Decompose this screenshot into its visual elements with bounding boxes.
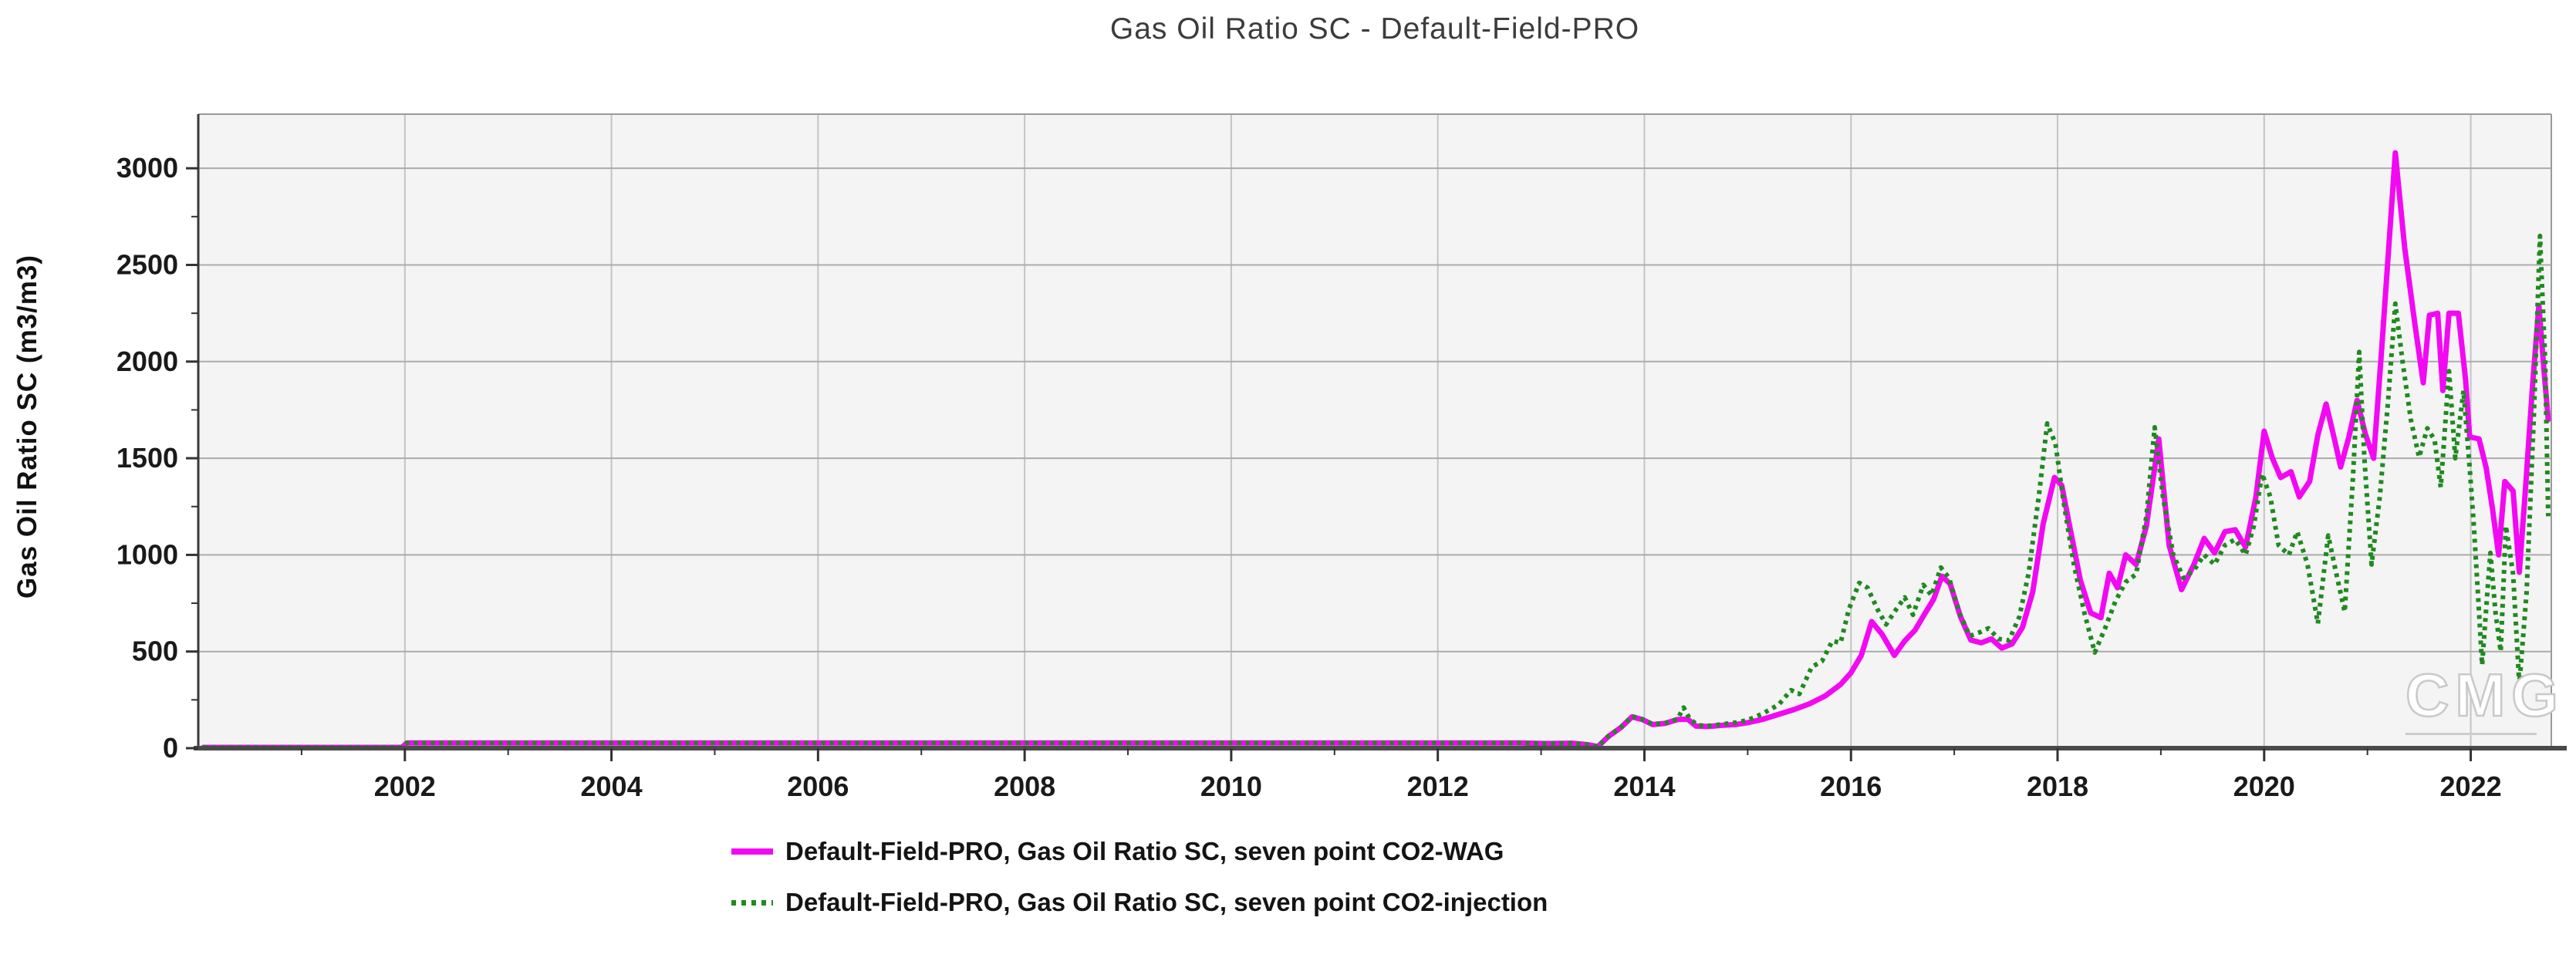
y-tick-label: 3000 bbox=[116, 152, 178, 184]
legend-item-co2-wag: Default-Field-PRO, Gas Oil Ratio SC, sev… bbox=[731, 831, 1548, 872]
legend-swatch-co2-wag bbox=[731, 848, 773, 855]
legend-label-co2-wag: Default-Field-PRO, Gas Oil Ratio SC, sev… bbox=[785, 837, 1504, 865]
plot-background bbox=[198, 114, 2551, 748]
legend-item-co2-injection: Default-Field-PRO, Gas Oil Ratio SC, sev… bbox=[731, 882, 1548, 922]
y-tick-label: 2000 bbox=[116, 346, 178, 377]
x-tick-label: 2018 bbox=[2027, 771, 2088, 802]
x-tick-label: 2014 bbox=[1613, 771, 1675, 802]
legend: Default-Field-PRO, Gas Oil Ratio SC, sev… bbox=[731, 831, 1548, 922]
y-tick-label: 500 bbox=[132, 636, 178, 667]
x-tick-label: 2002 bbox=[374, 771, 436, 802]
y-tick-label: 0 bbox=[163, 732, 178, 764]
series-line-co2-wag bbox=[201, 150, 2551, 750]
x-tick-label: 2008 bbox=[994, 771, 1055, 802]
x-tick-label: 2016 bbox=[1820, 771, 1882, 802]
cmg-watermark-underline bbox=[2406, 733, 2537, 735]
y-tick-label: 2500 bbox=[116, 248, 178, 280]
x-tick-label: 2004 bbox=[581, 771, 643, 802]
x-tick-label: 2022 bbox=[2440, 771, 2502, 802]
series-line-co2-injection bbox=[203, 233, 2551, 750]
cmg-watermark-logo: CMG bbox=[2405, 660, 2564, 730]
x-tick-label: 2006 bbox=[787, 771, 849, 802]
y-tick-label: 1000 bbox=[116, 538, 178, 570]
legend-label-co2-injection: Default-Field-PRO, Gas Oil Ratio SC, sev… bbox=[785, 888, 1548, 916]
x-tick-label: 2010 bbox=[1200, 771, 1262, 802]
legend-swatch-co2-injection bbox=[731, 899, 773, 906]
y-tick-label: 1500 bbox=[116, 442, 178, 474]
x-tick-label: 2012 bbox=[1407, 771, 1469, 802]
chart-title: Gas Oil Ratio SC - Default-Field-PRO bbox=[1109, 12, 1640, 46]
x-tick-label: 2020 bbox=[2233, 771, 2295, 802]
